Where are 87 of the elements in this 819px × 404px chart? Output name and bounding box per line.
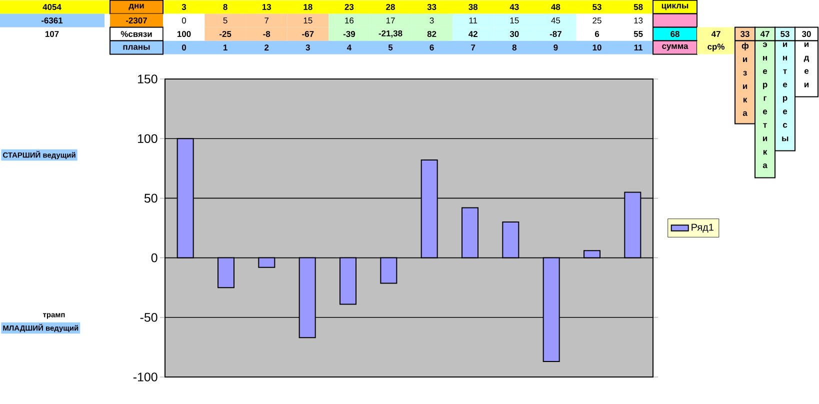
bar (462, 207, 479, 258)
text: физика (742, 42, 749, 116)
text: 4054 (42, 4, 62, 10)
text: 48 (551, 4, 560, 10)
text: интересы (782, 42, 788, 142)
y-tick-label: -50 (140, 313, 158, 322)
data-label: -67 (302, 31, 314, 37)
text: 53 (780, 31, 790, 37)
data-label: 6 (594, 31, 600, 37)
bar (380, 257, 398, 284)
text: 58 (634, 4, 643, 10)
text: идеи (804, 42, 810, 88)
text: 45 (551, 18, 560, 24)
text: 38 (468, 4, 478, 10)
text: 3 (182, 4, 186, 10)
text: 8 (223, 4, 228, 10)
data-label: -87 (550, 31, 562, 37)
x-tick-label: 10 (592, 44, 602, 50)
x-tick-label: 5 (388, 44, 393, 50)
text: 47 (711, 31, 720, 37)
bar (298, 257, 316, 338)
y-tick-label: 100 (138, 134, 158, 144)
y-tick-label: -100 (133, 372, 158, 382)
legend-label: Ряд1 (692, 224, 714, 233)
text: 13 (262, 4, 272, 10)
text: 13 (634, 18, 643, 24)
text: 0 (182, 18, 186, 24)
bar (624, 192, 642, 258)
text: 17 (386, 18, 395, 24)
bar (584, 250, 601, 258)
x-tick-label: 9 (554, 44, 558, 50)
text: 3 (430, 18, 434, 24)
text: -2307 (126, 18, 147, 24)
text: 28 (386, 4, 395, 10)
text: циклы (662, 4, 688, 10)
text: 7 (264, 18, 269, 24)
text: 25 (592, 18, 602, 24)
data-label: 55 (634, 31, 643, 37)
bar (420, 160, 438, 258)
text: 33 (427, 4, 436, 10)
x-tick-label: 7 (471, 44, 476, 50)
data-label: -8 (263, 31, 270, 37)
text: 53 (592, 4, 602, 10)
text: -6361 (42, 18, 63, 24)
text: 5 (223, 18, 228, 24)
text: планы (123, 45, 150, 50)
bar (340, 257, 357, 305)
x-tick-label: 4 (346, 44, 352, 50)
text: 30 (802, 31, 811, 37)
text: дни (128, 4, 144, 10)
x-tick-label: 6 (430, 44, 434, 50)
x-tick-label: 11 (634, 44, 643, 50)
data-label: -25 (220, 31, 232, 37)
data-label: -21,38 (378, 30, 402, 38)
text: 107 (45, 31, 59, 37)
y-tick-label: 0 (151, 253, 158, 262)
text: 23 (344, 4, 354, 10)
x-tick-label: 1 (223, 44, 228, 50)
text: сумма (662, 44, 688, 51)
y-tick-label: 150 (138, 74, 158, 84)
data-label: 42 (468, 31, 478, 37)
bar (218, 257, 234, 288)
data-label: 100 (177, 31, 191, 37)
bar (542, 257, 560, 362)
x-tick-label: 8 (512, 44, 517, 50)
bar (258, 257, 276, 268)
text: энергетика (762, 42, 768, 168)
text: 33 (740, 31, 750, 37)
text: 47 (760, 31, 770, 37)
text: ср% (708, 44, 724, 52)
bar (502, 222, 520, 258)
text: 16 (345, 18, 354, 24)
data-label: 30 (510, 31, 519, 37)
x-tick-label: 3 (306, 44, 310, 50)
text: 43 (510, 4, 519, 10)
text: %связи (120, 31, 152, 37)
bar (176, 138, 194, 258)
y-tick-label: 50 (144, 194, 158, 203)
text: 18 (304, 4, 312, 10)
text: 15 (304, 18, 312, 24)
data-label: 82 (427, 31, 436, 37)
text: 15 (510, 18, 519, 24)
x-tick-label: 2 (264, 44, 269, 50)
x-tick-label: 0 (182, 44, 186, 50)
text: 11 (469, 18, 478, 24)
data-label: -39 (343, 31, 356, 37)
text: 68 (670, 31, 680, 37)
